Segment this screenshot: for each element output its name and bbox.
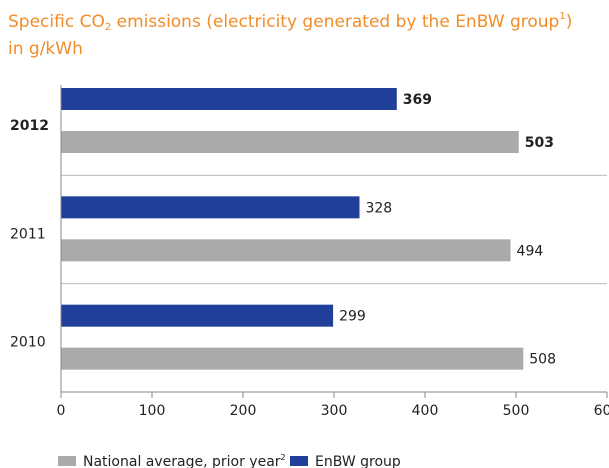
legend-label: National average, prior year2 — [83, 453, 286, 468]
chart-title: Specific CO2 emissions (electricity gene… — [8, 11, 572, 33]
value-label: 328 — [365, 200, 392, 216]
value-label: 503 — [525, 135, 554, 151]
value-label: 494 — [517, 243, 544, 259]
chart-subtitle: in g/kWh — [8, 39, 83, 59]
legend-text: EnBW group — [315, 454, 401, 468]
category-label: 2010 — [10, 335, 46, 351]
bar — [61, 347, 524, 370]
bar — [61, 196, 360, 219]
legend-swatch — [58, 456, 76, 466]
bar — [61, 304, 334, 327]
legend-swatch — [290, 456, 308, 466]
title-text: Specific CO — [8, 12, 105, 32]
bar — [61, 88, 397, 110]
title-text: ) — [566, 12, 573, 32]
legend-superscript: 2 — [281, 453, 286, 462]
x-tick-label: 600 — [594, 403, 609, 419]
value-label: 299 — [339, 309, 366, 325]
bar — [61, 131, 519, 153]
title-text: emissions (electricity generated by the … — [111, 12, 559, 32]
value-label: 508 — [529, 352, 556, 368]
value-label: 369 — [403, 92, 432, 108]
title-superscript: 1 — [559, 11, 565, 22]
bar — [61, 239, 511, 262]
x-tick-label: 0 — [57, 403, 66, 419]
category-label: 2012 — [10, 118, 49, 134]
x-tick-label: 300 — [321, 403, 348, 419]
title-subscript: 2 — [105, 22, 111, 33]
legend-label: EnBW group — [315, 454, 401, 468]
x-tick-label: 200 — [230, 403, 257, 419]
category-label: 2011 — [10, 226, 46, 242]
x-tick-label: 400 — [412, 403, 439, 419]
x-tick-label: 500 — [503, 403, 530, 419]
legend-text: National average, prior year — [83, 454, 281, 468]
x-tick-label: 100 — [139, 403, 166, 419]
